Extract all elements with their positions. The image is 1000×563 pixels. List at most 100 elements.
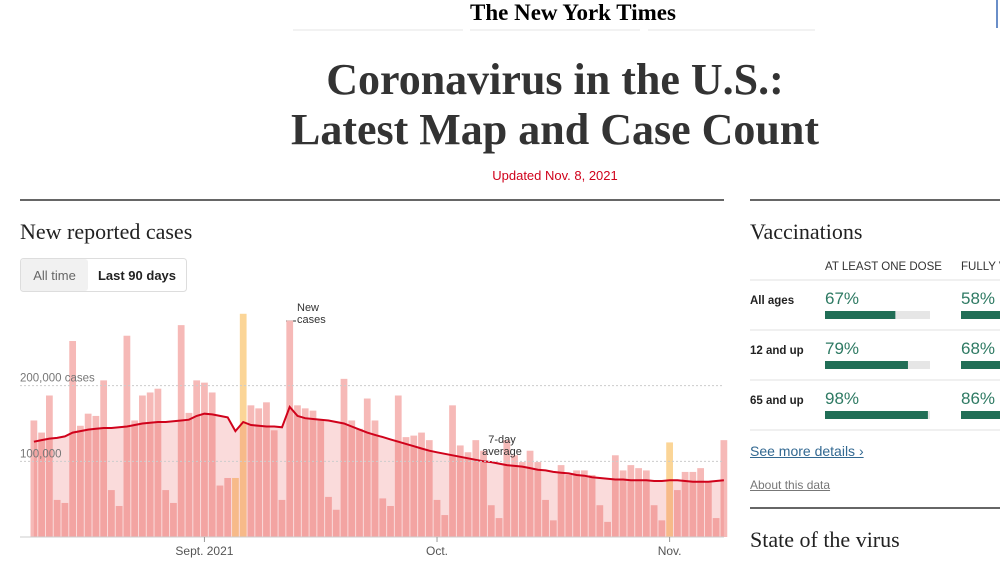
- toggle-bg: [21, 259, 88, 291]
- bar: [441, 515, 449, 537]
- percent-bar: [825, 311, 896, 319]
- bar: [38, 432, 46, 537]
- bar: [139, 395, 146, 537]
- details-link[interactable]: See more details ›: [750, 443, 864, 459]
- bar: [673, 490, 681, 537]
- bar: [84, 413, 92, 537]
- bar: [565, 474, 573, 537]
- bar: [704, 482, 712, 537]
- toggle-button[interactable]: Last 90 days: [97, 268, 177, 283]
- bar: [619, 470, 627, 537]
- x-tick-label: Sept. 2021: [175, 544, 233, 558]
- bar: [201, 382, 208, 537]
- bar: [635, 468, 642, 537]
- row-label: All ages: [750, 295, 795, 307]
- bar: [387, 505, 394, 537]
- percent-bar: [961, 361, 1000, 369]
- bar: [100, 380, 108, 537]
- bar: [379, 498, 387, 537]
- bar: [61, 502, 69, 537]
- bar: [580, 470, 588, 537]
- bar: [108, 490, 115, 537]
- bar: [456, 445, 464, 537]
- annotation: 7-day average: [482, 434, 522, 458]
- x-tick-label: Oct.: [426, 544, 448, 558]
- bar: [177, 325, 185, 537]
- bar: [449, 405, 456, 537]
- percent-bar: [961, 311, 1000, 319]
- row-label: 12 and up: [750, 345, 804, 357]
- about-link[interactable]: About this data: [750, 478, 831, 492]
- bar: [232, 477, 239, 537]
- bar: [363, 398, 371, 537]
- bar: [131, 420, 139, 537]
- column-header: FULLY V: [961, 261, 1000, 273]
- row-label: 65 and up: [750, 395, 804, 407]
- headline: Coronavirus in the U.S.:: [326, 55, 784, 104]
- y-tick-label: 100,000: [20, 448, 62, 460]
- cases-chart: 100,000 200,000 cases Sept. 2021 Oct. Nov.: [20, 313, 728, 558]
- bar: [604, 521, 611, 537]
- bar: [573, 470, 580, 537]
- bar: [224, 477, 232, 537]
- bar: [170, 502, 177, 537]
- bar: [193, 380, 201, 537]
- bar: [518, 462, 526, 537]
- bar: [309, 410, 317, 537]
- average-area: [33, 406, 724, 537]
- bar: [340, 378, 348, 537]
- bar: [642, 470, 650, 537]
- percent-label: 67%: [825, 289, 860, 308]
- percent-label: 86%: [961, 389, 996, 408]
- headline: Latest Map and Case Count: [290, 105, 820, 154]
- bar: [294, 405, 301, 537]
- bar: [46, 395, 53, 537]
- bar: [495, 518, 503, 537]
- bar: [464, 452, 472, 537]
- bar: [255, 408, 263, 537]
- bar: [92, 415, 100, 537]
- bar: [611, 455, 619, 537]
- percent-label: 68%: [961, 339, 996, 358]
- bar: [487, 505, 495, 537]
- y-tick-label: 200,000 cases: [20, 373, 95, 385]
- chart-title: New reported cases: [20, 219, 193, 244]
- toggle-button[interactable]: All time: [33, 268, 76, 283]
- bar: [348, 420, 356, 537]
- percent-bar: [961, 411, 1000, 419]
- bar: [270, 430, 278, 537]
- annotation: New cases: [297, 302, 326, 326]
- bar: [511, 455, 518, 537]
- bar: [263, 402, 270, 537]
- percent-label: 98%: [825, 389, 860, 408]
- bar: [666, 442, 673, 537]
- bar: [402, 437, 410, 537]
- bar: [123, 335, 131, 537]
- bar: [526, 450, 534, 537]
- bar: [301, 408, 309, 537]
- bar: [472, 440, 480, 537]
- bar: [371, 420, 379, 537]
- bar: [278, 499, 286, 537]
- bar: [146, 392, 154, 537]
- bar: [720, 440, 728, 537]
- bar: [418, 432, 425, 537]
- bar: [712, 518, 720, 537]
- bar: [658, 520, 666, 537]
- bar: [557, 465, 565, 537]
- bar: [332, 509, 340, 537]
- bar: [542, 499, 549, 537]
- bar: [325, 496, 332, 537]
- bar: [154, 388, 162, 537]
- bar: [596, 505, 604, 537]
- bar: [356, 428, 363, 537]
- bar: [689, 471, 697, 537]
- bar: [239, 313, 247, 537]
- logo[interactable]: The New York Times: [470, 0, 676, 25]
- percent-label: 79%: [825, 339, 860, 358]
- section-title: State of the virus: [750, 527, 900, 552]
- bar: [162, 490, 170, 537]
